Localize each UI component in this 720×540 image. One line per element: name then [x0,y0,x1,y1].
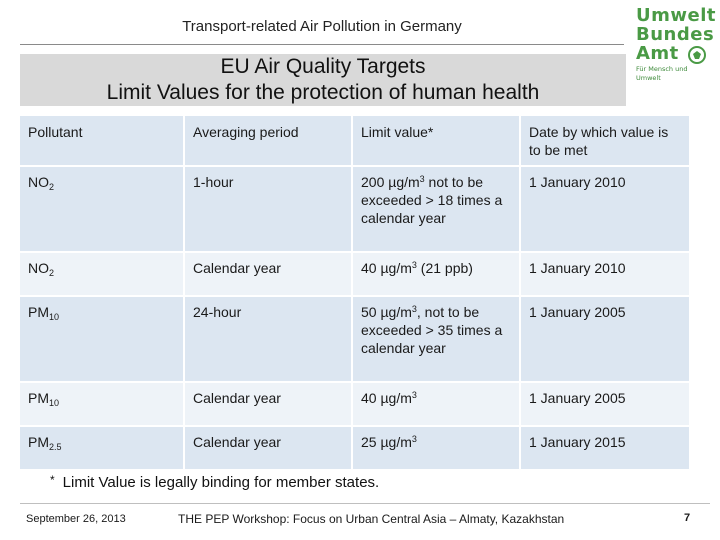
table-row: NO2 1-hour 200 µg/m3 not to be exceeded … [20,166,691,253]
averaging-period-cell: Calendar year [184,426,353,471]
footer-divider [20,503,710,504]
averaging-period-cell: Calendar year [184,382,353,427]
pollutant-cell: PM2.5 [20,426,185,471]
date-cell: 1 January 2005 [520,296,691,383]
table-row: PM2.5 Calendar year 25 µg/m3 1 January 2… [20,426,691,471]
limit-value-cell: 200 µg/m3 not to be exceeded > 18 times … [352,166,521,253]
date-cell: 1 January 2015 [520,426,691,471]
limit-value-cell: 40 µg/m3 [352,382,521,427]
logo-line-2: Bundes [636,24,715,45]
table-header-row: Pollutant Averaging period Limit value* … [20,116,691,167]
slide-footer: September 26, 2013 THE PEP Workshop: Foc… [0,510,720,530]
pollutant-cell: NO2 [20,252,185,297]
table-row: PM10 Calendar year 40 µg/m3 1 January 20… [20,382,691,427]
date-cell: 1 January 2010 [520,252,691,297]
pollutant-cell: NO2 [20,166,185,253]
limit-values-table: Pollutant Averaging period Limit value* … [20,116,691,471]
footer-date: September 26, 2013 [26,513,126,525]
logo-tagline: Für Mensch und Umwelt [636,65,688,82]
averaging-period-cell: Calendar year [184,252,353,297]
footnote-marker: * [50,473,55,487]
page-number: 7 [684,512,691,524]
averaging-period-cell: 24-hour [184,296,353,383]
limit-value-cell: 25 µg/m3 [352,426,521,471]
footnote: * Limit Value is legally binding for memb… [50,473,379,491]
table-row: PM10 24-hour 50 µg/m3, not to be exceede… [20,296,691,383]
averaging-period-cell: 1-hour [184,166,353,253]
slide-title-line-2: Limit Values for the protection of human… [106,81,540,104]
footer-event: THE PEP Workshop: Focus on Urban Central… [178,512,565,526]
column-header-averaging-period: Averaging period [184,116,353,167]
limit-value-cell: 50 µg/m3, not to be exceeded > 35 times … [352,296,521,383]
slide-title-line-1: EU Air Quality Targets [220,55,426,78]
column-header-limit-value: Limit value* [352,116,521,167]
slide-header-title: Transport-related Air Pollution in Germa… [182,18,462,35]
header-divider [20,44,624,45]
column-header-pollutant: Pollutant [20,116,185,167]
eagle-icon [688,46,706,64]
date-cell: 1 January 2010 [520,166,691,253]
uba-logo: Umwelt Bundes Amt Für Mensch und Umwelt [636,5,716,82]
table-row: NO2 Calendar year 40 µg/m3 (21 ppb) 1 Ja… [20,252,691,297]
limit-value-cell: 40 µg/m3 (21 ppb) [352,252,521,297]
logo-line-3: Amt [636,43,679,64]
column-header-date: Date by which value is to be met [520,116,691,167]
slide-title-banner: EU Air Quality Targets Limit Values for … [20,54,626,106]
pollutant-cell: PM10 [20,382,185,427]
pollutant-cell: PM10 [20,296,185,383]
footnote-text: Limit Value is legally binding for membe… [62,474,380,491]
logo-line-1: Umwelt [636,5,716,26]
date-cell: 1 January 2005 [520,382,691,427]
